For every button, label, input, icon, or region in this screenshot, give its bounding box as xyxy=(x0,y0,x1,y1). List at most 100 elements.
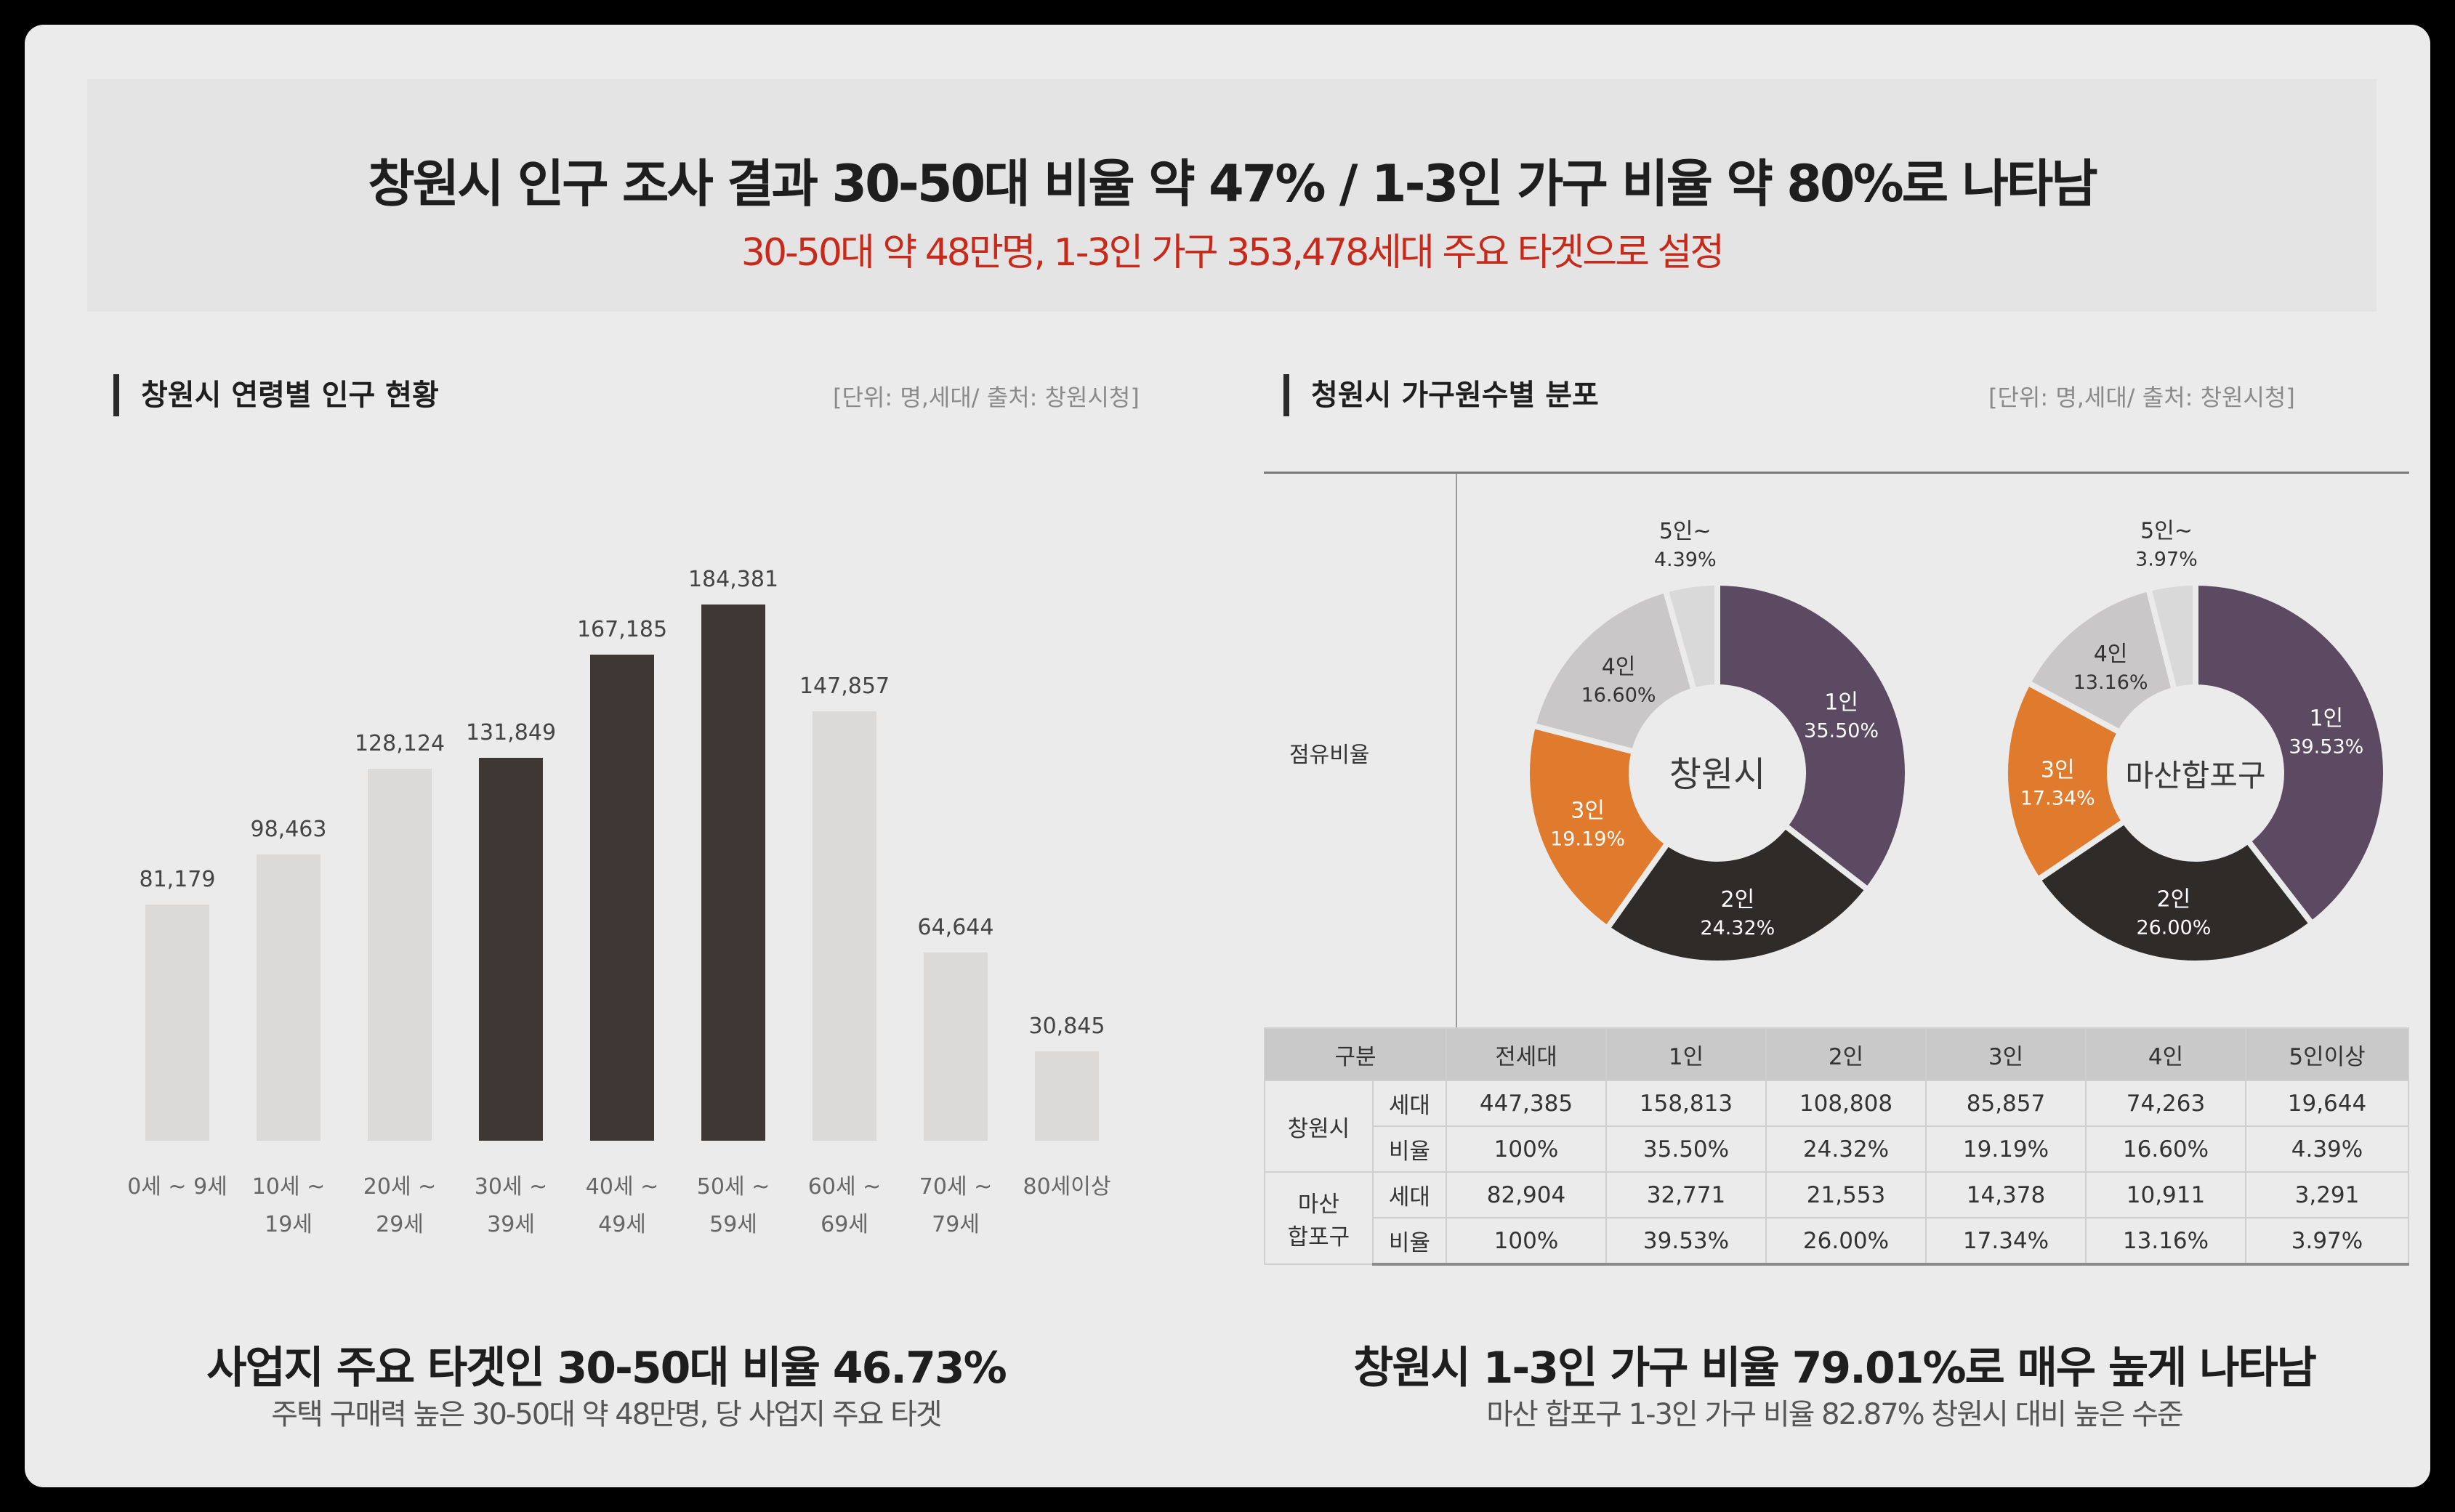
pie0-slice-0 xyxy=(1714,579,1911,894)
table-row-label: 세대 xyxy=(1371,1080,1448,1127)
table-header-cell: 5인이상 xyxy=(2245,1027,2409,1081)
table-row: 비율 100% 35.50% 24.32% 19.19% 16.60% 4.39% xyxy=(1265,1125,2409,1173)
pie-section-unit: [단위: 명,세대/ 출처: 창원시청] xyxy=(1988,384,2295,411)
bar-value-label: 64,644 xyxy=(917,915,994,941)
table-header-cell: 2인 xyxy=(1765,1027,1927,1081)
table-header-cell: 1인 xyxy=(1605,1027,1767,1081)
table-row: 비율 100% 39.53% 26.00% 17.34% 13.16% 3.97% xyxy=(1265,1217,2409,1266)
table-header-cell: 3인 xyxy=(1925,1027,2087,1081)
table-cell: 21,553 xyxy=(1765,1171,1927,1218)
table-cell: 39.53% xyxy=(1605,1217,1767,1266)
pie0-slice-value: 19.19% xyxy=(1550,828,1625,850)
pie-row-divider xyxy=(1456,474,1457,1027)
bar-7 xyxy=(924,953,988,1141)
table-cell: 100% xyxy=(1446,1125,1607,1173)
pie-top-rule xyxy=(1264,472,2409,474)
page-subtitle: 30-50대 약 48만명, 1-3인 가구 353,478세대 주요 타겟으로… xyxy=(741,231,1725,275)
bar-category-label: 0세 ~ 9세 xyxy=(127,1174,227,1200)
pie-section-title: 청원시 가구원수별 분포 xyxy=(1283,374,1599,416)
bar-category-label: 10세 ~19세 xyxy=(251,1174,326,1237)
bar-category-label: 80세이상 xyxy=(1023,1174,1111,1200)
bar-value-label: 81,179 xyxy=(139,867,216,893)
table-header-cell: 전세대 xyxy=(1446,1027,1607,1081)
pie0-center-label: 창원시 xyxy=(1669,754,1765,795)
table-header-cell: 4인 xyxy=(2085,1027,2246,1081)
bar-section-unit: [단위: 명,세대/ 출처: 창원시청] xyxy=(833,384,1140,411)
header-panel: 창원시 인구 조사 결과 30-50대 비율 약 47% / 1-3인 가구 비… xyxy=(87,79,2377,312)
bar-category-label: 20세 ~29세 xyxy=(363,1174,437,1237)
pie1-slice-4 xyxy=(2145,579,2198,694)
pie1-slice-label: 3인 xyxy=(2041,758,2075,783)
table-cell: 74,263 xyxy=(2085,1080,2246,1127)
pie0-slice-label: 2인 xyxy=(1720,887,1754,913)
table-row: 마산 합포구 세대 82,904 32,771 21,553 14,378 10,911 3,2… xyxy=(1264,1171,2409,1265)
bar-summary-title: 사업지 주요 타겟인 30-50대 비율 46.73% xyxy=(206,1343,1007,1394)
pie1-slice-value: 26.00% xyxy=(2136,917,2211,939)
table-header-row: 구분 전세대 1인 2인 3인 4인 5인이상 xyxy=(1264,1027,2409,1081)
pie0-slice-4 xyxy=(1661,579,1720,695)
pie0-slice-value: 35.50% xyxy=(1804,719,1879,742)
pie0-slice-value: 16.60% xyxy=(1581,684,1656,706)
table-cell: 82,904 xyxy=(1446,1171,1607,1218)
bar-1 xyxy=(257,854,321,1141)
bar-8 xyxy=(1035,1051,1099,1141)
table-cell: 17.34% xyxy=(1925,1217,2087,1266)
table-cell: 19,644 xyxy=(2245,1080,2409,1127)
pie1-slice-0 xyxy=(2193,579,2389,928)
pie-summary-title: 창원시 1-3인 가구 비율 79.01%로 매우 높게 나타남 xyxy=(1353,1343,2317,1394)
pie1-slice-2 xyxy=(2002,679,2129,884)
share-row-label: 점유비율 xyxy=(1289,743,1370,768)
pie1-slice-label: 5인~ xyxy=(2140,519,2193,544)
bar-value-label: 128,124 xyxy=(354,730,446,756)
pie1-slice-value: 13.16% xyxy=(2073,671,2148,694)
bar-value-label: 30,845 xyxy=(1028,1013,1105,1039)
pie0-slice-value: 4.39% xyxy=(1654,549,1717,571)
table-cell: 4.39% xyxy=(2245,1125,2409,1173)
table-cell: 26.00% xyxy=(1765,1217,1927,1266)
table-header-cell: 구분 xyxy=(1264,1027,1447,1081)
table-cell: 24.32% xyxy=(1765,1125,1927,1173)
pie0-slice-label: 5인~ xyxy=(1659,519,1712,544)
bar-6 xyxy=(813,711,876,1141)
bar-summary-subtitle: 주택 구매력 높은 30-50대 약 48만명, 당 사업지 주요 타겟 xyxy=(271,1398,942,1431)
pie1-slice-value: 17.34% xyxy=(2020,788,2095,810)
bar-value-label: 98,463 xyxy=(250,817,327,843)
table-cell: 3.97% xyxy=(2245,1217,2409,1266)
pie1-slice-value: 3.97% xyxy=(2135,549,2198,571)
pie1-slice-label: 2인 xyxy=(2157,887,2191,913)
bar-5 xyxy=(701,605,765,1141)
bar-section-title: 창원시 연령별 인구 현황 xyxy=(113,374,439,416)
pie1-slice-value: 39.53% xyxy=(2289,736,2363,759)
table-group-cell: 창원시 xyxy=(1264,1080,1374,1173)
bar-category-label: 40세 ~49세 xyxy=(585,1174,659,1237)
table-row-label: 세대 xyxy=(1371,1171,1448,1218)
bar-category-label: 60세 ~69세 xyxy=(807,1174,882,1237)
table-cell: 35.50% xyxy=(1605,1125,1767,1173)
bar-value-label: 184,381 xyxy=(688,567,779,593)
table-cell: 100% xyxy=(1446,1217,1607,1266)
pie-summary-subtitle: 마산 합포구 1-3인 가구 비율 82.87% 창원시 대비 높은 수준 xyxy=(1486,1398,2184,1431)
table-cell: 447,385 xyxy=(1446,1080,1607,1127)
bar-category-label: 50세 ~59세 xyxy=(696,1174,770,1237)
table-cell: 108,808 xyxy=(1765,1080,1927,1127)
bar-category-label: 70세 ~79세 xyxy=(919,1174,993,1237)
table-row: 창원시 세대 447,385 158,813 108,808 85,857 74,263 19… xyxy=(1264,1080,2409,1173)
bar-category-label: 30세 ~39세 xyxy=(474,1174,548,1237)
pie1-slice-label: 4인 xyxy=(2094,642,2128,667)
table-cell: 16.60% xyxy=(2085,1125,2246,1173)
bar-0 xyxy=(145,905,209,1141)
table-cell: 32,771 xyxy=(1605,1171,1767,1218)
table-cell: 158,813 xyxy=(1605,1080,1767,1127)
pie0-slice-value: 24.32% xyxy=(1700,917,1775,939)
table-cell: 3,291 xyxy=(2245,1171,2409,1218)
household-data-table: 구분 전세대 1인 2인 3인 4인 5인이상 창원시 세대 447,385 158,813 108,… xyxy=(1264,1027,2409,1266)
table-cell: 13.16% xyxy=(2085,1217,2246,1266)
table-cell: 14,378 xyxy=(1925,1171,2087,1218)
pie0-slice-label: 3인 xyxy=(1571,798,1605,823)
bar-2 xyxy=(368,768,432,1141)
page-title: 창원시 인구 조사 결과 30-50대 비율 약 47% / 1-3인 가구 비… xyxy=(368,154,2097,214)
bar-3 xyxy=(479,757,543,1141)
bar-4 xyxy=(590,655,654,1141)
household-pie-charts: 1인 35.50% 2인 24.32% 3인 19.19% 4인 16.60% 5인~ 4.39%… xyxy=(1523,519,2389,966)
table-cell: 19.19% xyxy=(1925,1125,2087,1173)
